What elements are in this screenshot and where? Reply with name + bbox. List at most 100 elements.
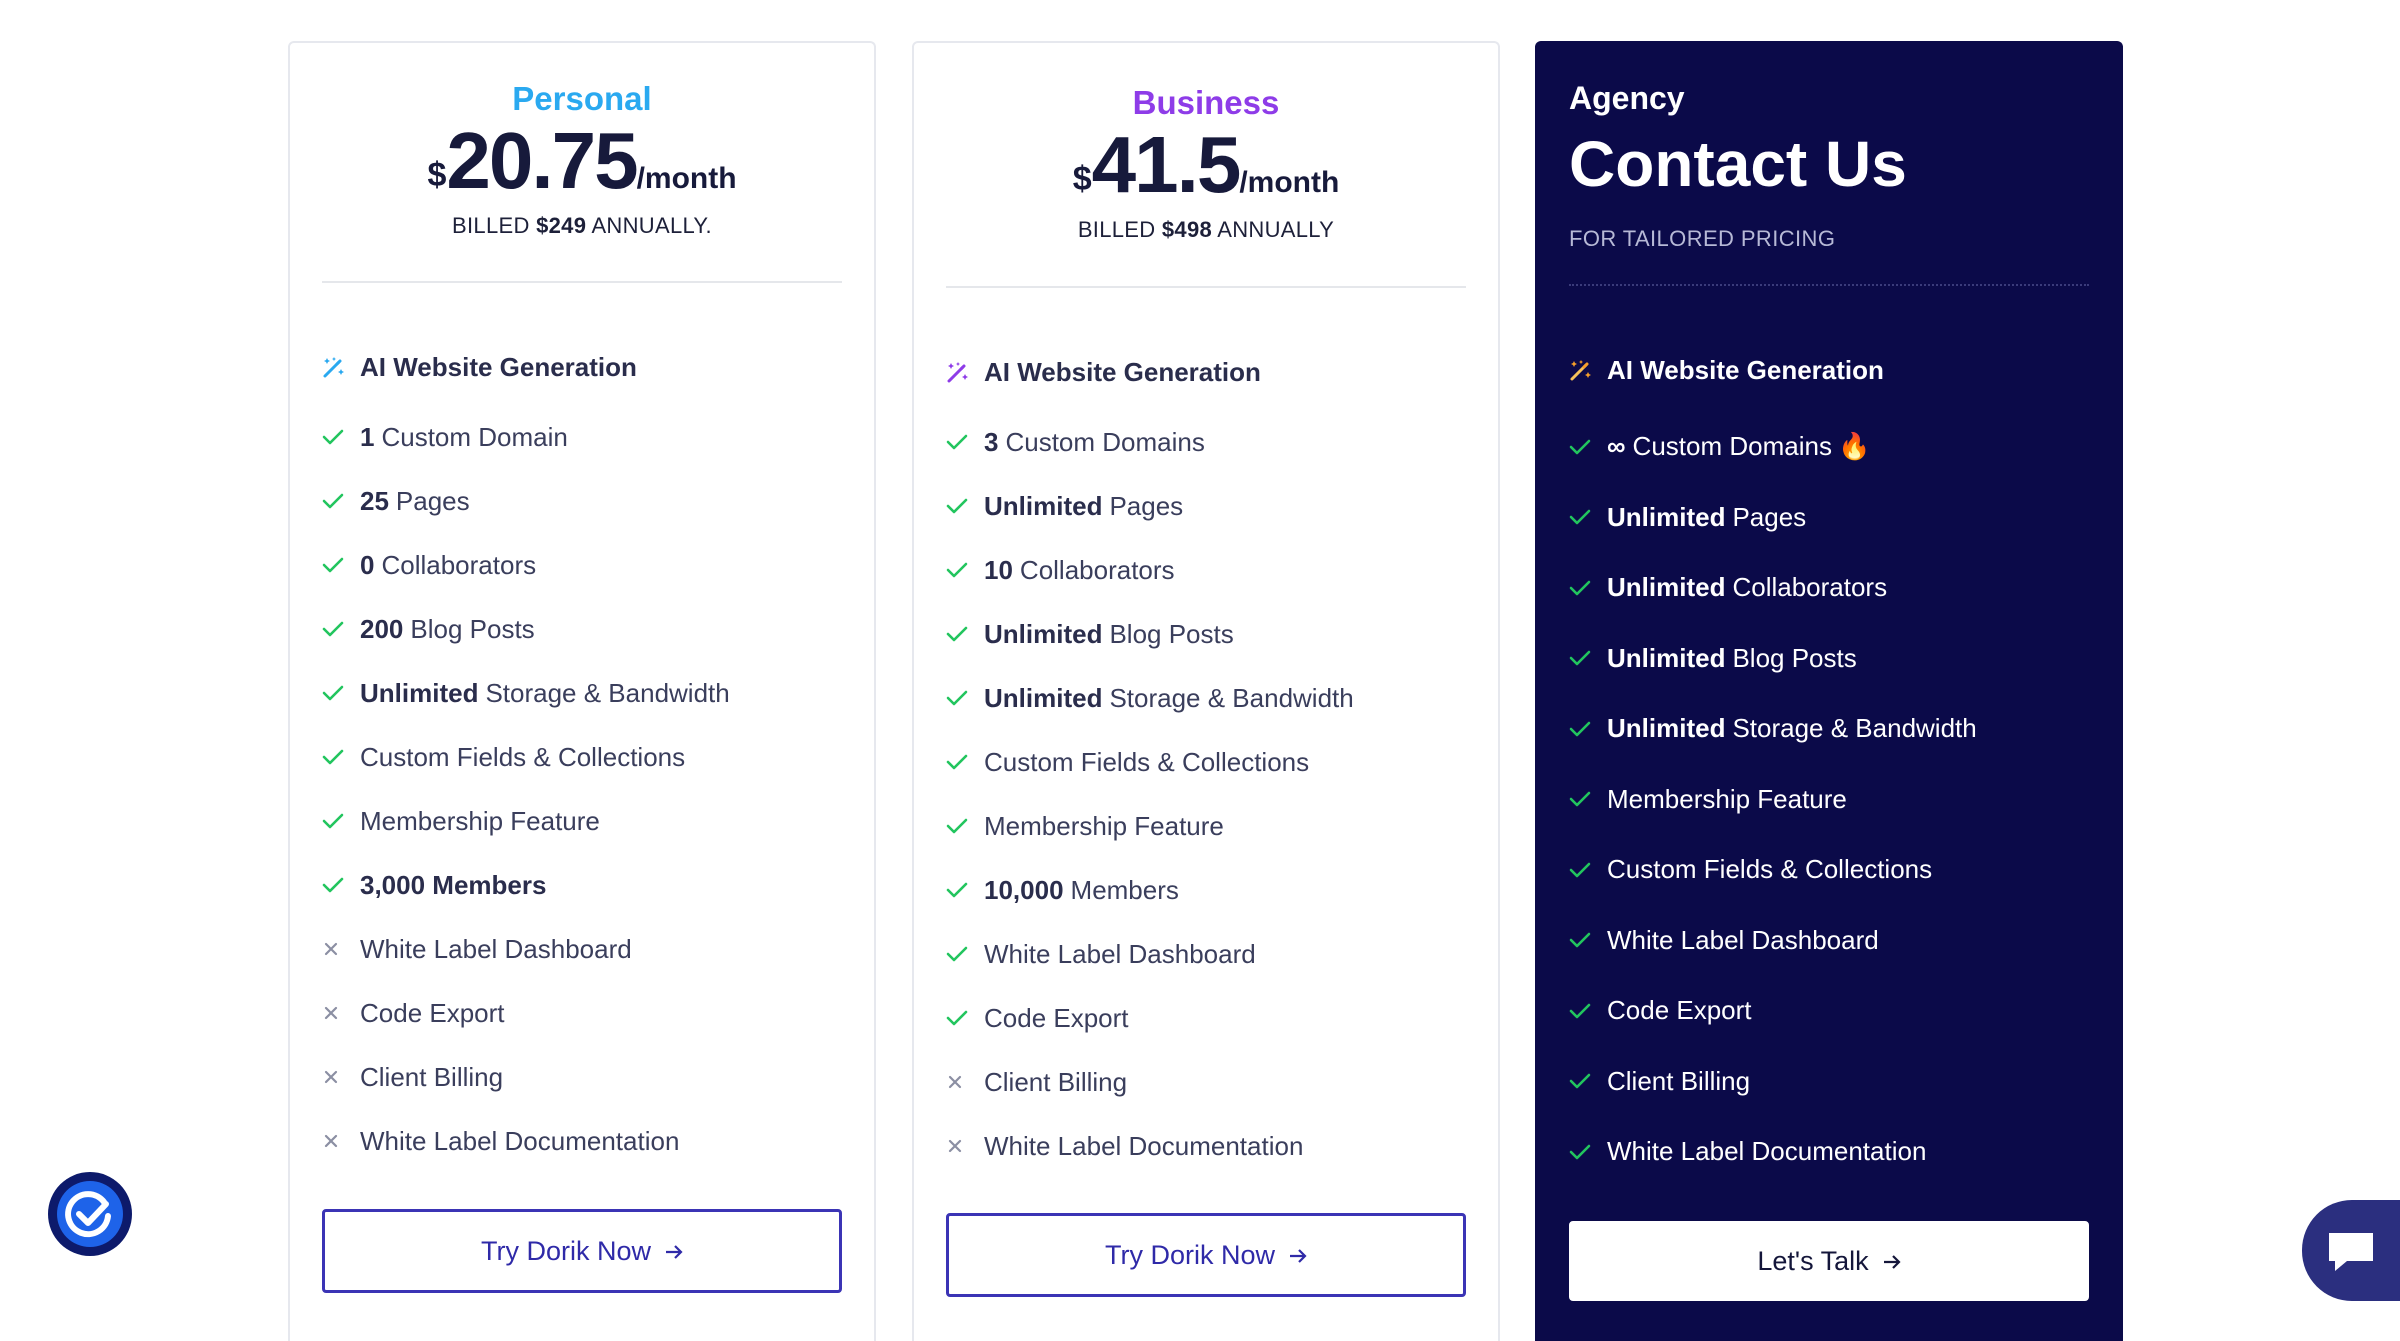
plan-card-agency: Agency Contact Us FOR TAILORED PRICING A… (1535, 41, 2123, 1341)
arrow-right-icon (1289, 1240, 1307, 1271)
check-icon (946, 753, 984, 771)
feature-highlight: 25 (360, 485, 389, 516)
cross-icon (946, 1137, 984, 1155)
check-icon (1569, 861, 1607, 879)
feature-item: White Label Documentation (1569, 1132, 2101, 1172)
feature-label: White Label Documentation (1607, 1136, 1927, 1166)
feature-item: White Label Dashboard (946, 934, 1478, 974)
plan-header: Business $41.5/month BILLED $498 ANNUALL… (914, 43, 1498, 243)
feature-item: Client Billing (946, 1062, 1478, 1102)
check-icon (946, 689, 984, 707)
cross-icon (322, 1132, 360, 1150)
plan-name: Business (1132, 84, 1280, 121)
lets-talk-button[interactable]: Let's Talk (1569, 1221, 2089, 1301)
feature-label: Membership Feature (1607, 783, 1847, 814)
cta-label: Try Dorik Now (1104, 1239, 1275, 1270)
feature-label: Custom Fields & Collections (984, 746, 1310, 777)
feature-label: White Label Documentation (984, 1130, 1304, 1161)
feature-item: Custom Fields & Collections (946, 742, 1478, 782)
feature-item: Unlimited Storage & Bandwidth (322, 673, 854, 713)
price-period: /month (1239, 165, 1340, 199)
feature-label: Members (1070, 874, 1179, 905)
cross-icon (322, 1068, 360, 1086)
price-currency: $ (1072, 159, 1092, 198)
feature-item: Custom Fields & Collections (1569, 850, 2101, 890)
feature-item: 0 Collaborators (322, 545, 854, 585)
check-icon (1569, 649, 1607, 667)
feature-label: Storage & Bandwidth (1109, 682, 1354, 713)
try-dorik-now-button[interactable]: Try Dorik Now (946, 1213, 1466, 1297)
plan-card-business: Business $41.5/month BILLED $498 ANNUALL… (912, 41, 1500, 1341)
feature-item: Membership Feature (322, 801, 854, 841)
check-icon (1569, 790, 1607, 808)
feature-highlight: Unlimited (1607, 713, 1726, 743)
check-icon (322, 492, 360, 510)
feature-item: 25 Pages (322, 481, 854, 521)
feature-label: Blog Posts (1109, 618, 1234, 649)
price-amount: 41.5 (1091, 119, 1242, 209)
price-currency: $ (427, 155, 447, 194)
feature-item: ∞ Custom Domains 🔥 (1569, 427, 2101, 467)
feature-label: White Label Dashboard (1607, 924, 1879, 955)
check-icon (1569, 1143, 1607, 1161)
feature-label: Custom Domains (1005, 426, 1205, 457)
cross-icon (946, 1073, 984, 1091)
price-amount: 20.75 (446, 115, 638, 205)
feature-item: AI Website Generation (1569, 350, 2101, 390)
feature-label: Code Export (984, 1002, 1129, 1033)
feature-highlight: 3,000 Members (360, 869, 547, 900)
plan-price: $41.5/month (914, 124, 1498, 205)
billed-suffix: ANNUALLY (1217, 216, 1335, 242)
feature-label: AI Website Generation (360, 351, 637, 382)
check-icon (946, 1009, 984, 1027)
feature-label: Blog Posts (410, 613, 535, 644)
check-icon (946, 625, 984, 643)
feature-label: Code Export (1607, 995, 1752, 1025)
check-badge-icon[interactable] (48, 1172, 132, 1256)
arrow-right-icon (665, 1236, 683, 1267)
feature-highlight: 200 (360, 613, 404, 644)
feature-label: Client Billing (360, 1061, 504, 1092)
check-icon (1569, 438, 1607, 456)
cta-label: Try Dorik Now (480, 1235, 651, 1266)
plan-card-personal: Personal $20.75/month BILLED $249 ANNUAL… (288, 41, 876, 1341)
check-icon (322, 876, 360, 894)
feature-label: White Label Documentation (360, 1125, 680, 1156)
feature-label: Custom Domains (1632, 431, 1832, 461)
divider (946, 286, 1466, 288)
feature-item: Unlimited Collaborators (1569, 568, 2101, 608)
billed-suffix: ANNUALLY. (591, 212, 712, 238)
check-icon (322, 748, 360, 766)
feature-item: AI Website Generation (322, 347, 854, 387)
feature-item: White Label Dashboard (1569, 920, 2101, 960)
try-dorik-now-button[interactable]: Try Dorik Now (322, 1209, 842, 1293)
feature-item: 1 Custom Domain (322, 417, 854, 457)
check-icon (1569, 1072, 1607, 1090)
billed-prefix: BILLED (1077, 216, 1156, 242)
feature-item: 10,000 Members (946, 870, 1478, 910)
feature-label: Pages (395, 485, 470, 516)
feature-label: Custom Fields & Collections (360, 741, 686, 772)
check-icon (946, 817, 984, 835)
cta-label: Let's Talk (1757, 1245, 1869, 1276)
check-icon (946, 881, 984, 899)
feature-label: Client Billing (984, 1066, 1128, 1097)
feature-highlight: Unlimited (1607, 642, 1726, 673)
feature-highlight: Unlimited (360, 677, 479, 708)
contact-heading: Contact Us (1569, 128, 1907, 201)
check-icon (1569, 508, 1607, 526)
feature-label: Pages (1109, 490, 1184, 521)
feature-label: Collaborators (1732, 572, 1888, 602)
magic-wand-icon (322, 355, 360, 379)
feature-label: AI Website Generation (984, 356, 1261, 387)
chat-icon[interactable] (2302, 1200, 2400, 1301)
magic-wand-icon (1569, 358, 1607, 382)
feature-label: Pages (1732, 501, 1807, 532)
feature-highlight: Unlimited (1607, 572, 1726, 602)
feature-item: Unlimited Blog Posts (1569, 638, 2101, 678)
feature-highlight: ∞ (1607, 431, 1626, 461)
feature-label: Blog Posts (1732, 642, 1857, 673)
plan-price: $20.75/month (290, 120, 874, 201)
feature-item: 3,000 Members (322, 865, 854, 905)
feature-label: Storage & Bandwidth (485, 677, 730, 708)
